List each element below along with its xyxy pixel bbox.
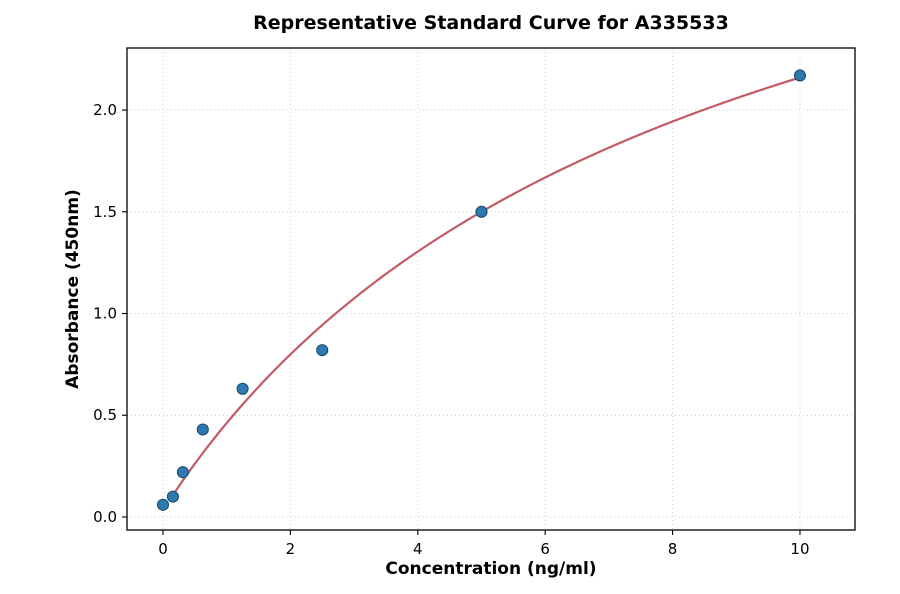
axis-ticks: 0 2 4 6 8 10 0.0 0.5 1.0 1.5 2.0 xyxy=(93,101,809,558)
fit-curve xyxy=(169,76,802,500)
data-points xyxy=(156,69,807,511)
data-point xyxy=(176,466,189,479)
y-tick-label: 1.5 xyxy=(93,203,117,221)
x-axis-label: Concentration (ng/ml) xyxy=(385,559,596,579)
data-point xyxy=(166,490,179,503)
data-point xyxy=(793,69,807,82)
x-tick-label: 8 xyxy=(668,540,678,558)
y-tick-label: 1.0 xyxy=(93,305,117,323)
plot-border xyxy=(126,47,856,531)
y-tick-label: 0.5 xyxy=(93,406,117,424)
data-point xyxy=(196,423,209,436)
x-tick-label: 0 xyxy=(158,540,168,558)
y-axis-label: Absorbance (450nm) xyxy=(63,189,83,389)
x-tick-label: 2 xyxy=(286,540,296,558)
y-tick-label: 2.0 xyxy=(93,101,117,119)
fit-curve-path xyxy=(169,76,802,500)
data-point xyxy=(475,205,488,218)
x-tick-label: 4 xyxy=(413,540,423,558)
data-point xyxy=(236,382,249,395)
y-tick-label: 0.0 xyxy=(93,508,117,526)
x-tick-label: 10 xyxy=(790,540,809,558)
data-point xyxy=(156,498,170,511)
data-point xyxy=(316,344,329,357)
x-tick-label: 6 xyxy=(540,540,550,558)
grid-lines xyxy=(127,48,855,530)
chart-title: Representative Standard Curve for A33553… xyxy=(253,12,729,34)
